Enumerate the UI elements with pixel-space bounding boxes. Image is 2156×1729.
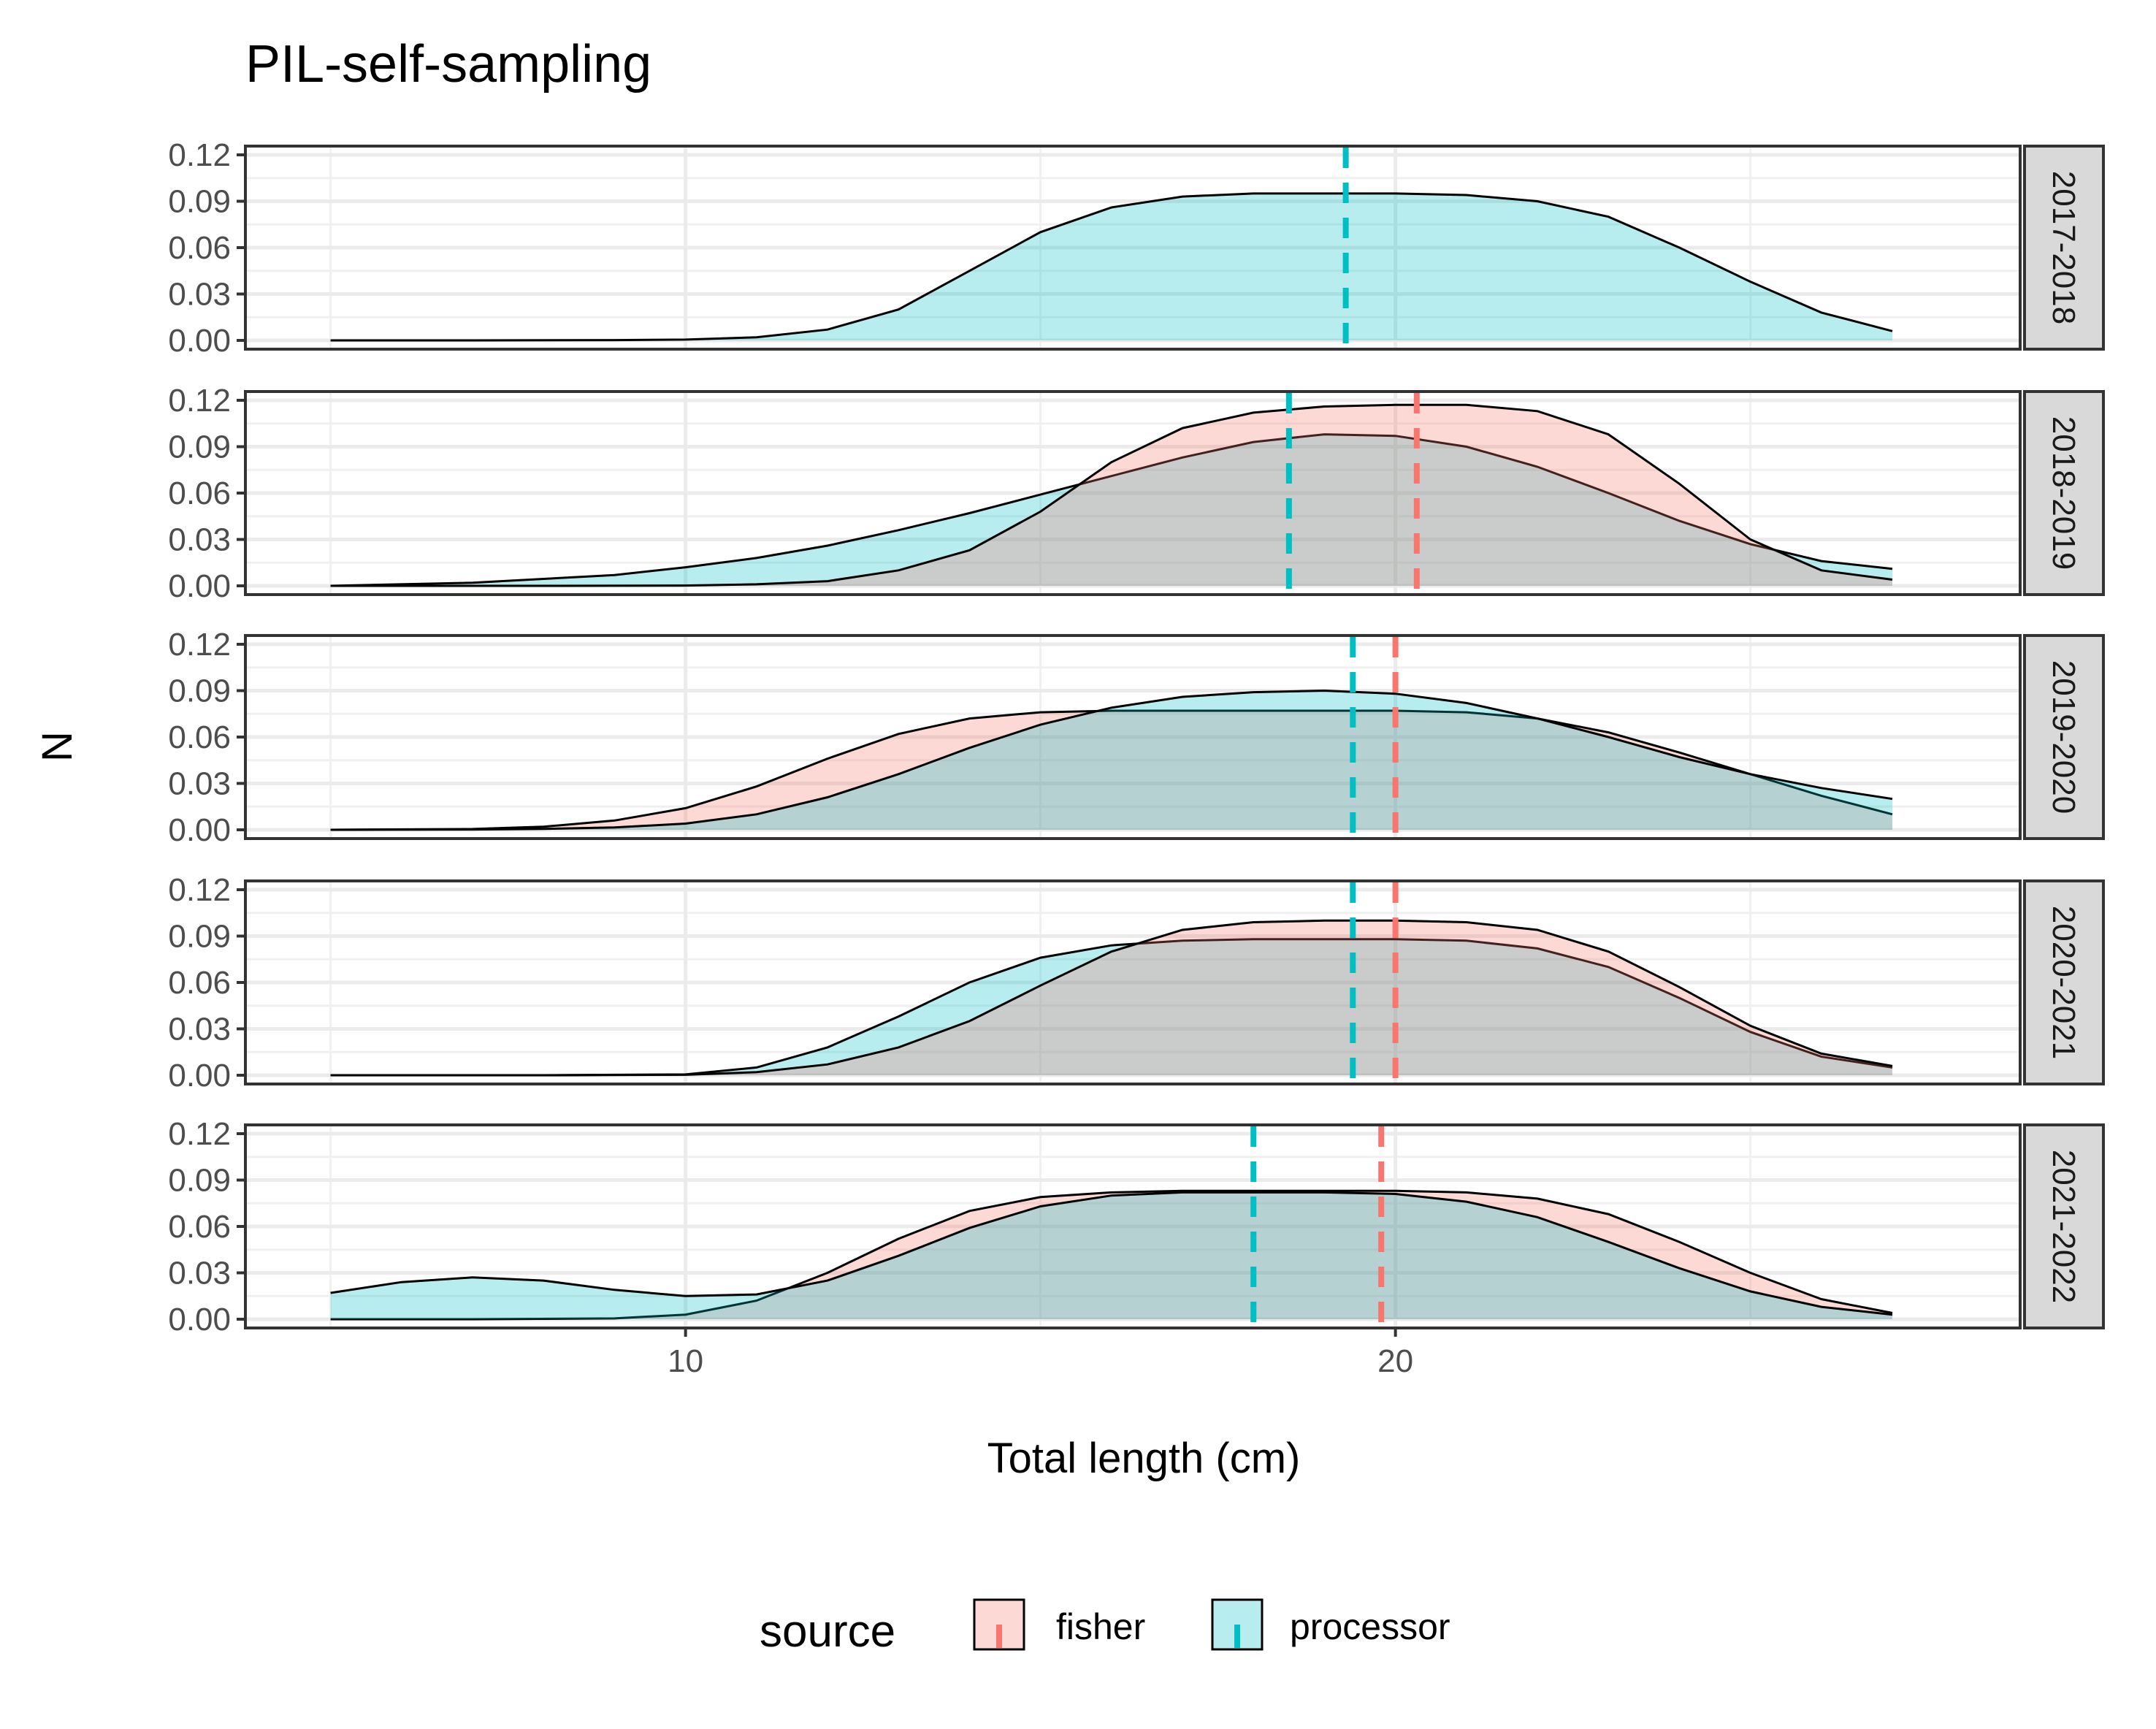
y-tick-label: 0.06 [168, 720, 231, 755]
legend-entry-fisher: fisher [973, 1598, 1145, 1651]
panel-2021-2022: 0.00 0.03 0.06 0.09 0.12 2021-2022 [168, 1116, 2105, 1337]
y-tick-label: 0.03 [168, 1012, 231, 1047]
chart-title: PIL-self-sampling [245, 35, 651, 93]
y-tick-label: 0.00 [168, 323, 231, 359]
density-line-processor [330, 938, 1893, 1077]
density-area-processor [330, 434, 1893, 586]
panels-layer: 0.000.030.060.090.122017-20180.000.030.0… [168, 137, 2105, 1337]
facet-strip [2023, 390, 2105, 596]
facet-strip [2023, 879, 2105, 1085]
y-tick-label: 0.00 [168, 812, 231, 848]
y-tick-label: 0.03 [168, 277, 231, 313]
y-tick-label: 0.09 [168, 673, 231, 709]
facet-strip [2023, 145, 2105, 351]
panel-2019-2020: 0.00 0.03 0.06 0.09 0.12 2019-2020 [168, 627, 2105, 848]
density-area-fisher [330, 405, 1893, 586]
y-tick-label: 0.03 [168, 1256, 231, 1291]
y-tick-label: 0.06 [168, 1209, 231, 1245]
y-axis-title: N [34, 731, 81, 762]
panel-2020-2021: 0.00 0.03 0.06 0.09 0.12 2020-2021 [168, 872, 2105, 1093]
y-tick-label: 0.09 [168, 1163, 231, 1199]
density-area-fisher [330, 920, 1893, 1075]
density-area-fisher [330, 711, 1893, 830]
panel-2017-2018: 0.00 0.03 0.06 0.09 0.12 2017-2018 [168, 137, 2105, 359]
y-tick-label: 0.09 [168, 919, 231, 955]
y-tick-label: 0.06 [168, 230, 231, 266]
legend-entry-processor: processor [1211, 1598, 1450, 1651]
y-tick-label: 0.03 [168, 522, 231, 558]
density-line-processor [330, 1191, 1893, 1316]
legend: source fisher processor [760, 1598, 1450, 1657]
density-area-processor [330, 690, 1893, 830]
x-tick-label: 10 [668, 1343, 703, 1379]
facet-label: 2017-2018 [2046, 171, 2082, 324]
density-line-processor [330, 192, 1893, 342]
density-line-processor [330, 689, 1893, 831]
density-line-fisher [330, 709, 1893, 831]
facet-label: 2021-2022 [2046, 1150, 2082, 1303]
density-line-fisher [330, 1189, 1893, 1321]
y-tick-label: 0.12 [168, 1116, 231, 1152]
density-area-fisher [330, 1191, 1893, 1319]
y-tick-label: 0.12 [168, 137, 231, 173]
y-tick-label: 0.12 [168, 383, 231, 419]
y-tick-label: 0.06 [168, 965, 231, 1001]
facet-label: 2019-2020 [2046, 660, 2082, 814]
y-tick-label: 0.00 [168, 1302, 231, 1337]
legend-entries: fisher processor [973, 1598, 1450, 1651]
density-area-processor [330, 193, 1893, 340]
facet-strip [2023, 1123, 2105, 1329]
y-tick-label: 0.00 [168, 1058, 231, 1093]
facet-label: 2018-2019 [2046, 416, 2082, 570]
legend-label: fisher [1056, 1606, 1145, 1647]
y-tick-label: 0.06 [168, 476, 231, 511]
facet-strip [2023, 634, 2105, 840]
panel-2018-2019: 0.00 0.03 0.06 0.09 0.12 2018-2019 [168, 383, 2105, 604]
legend-title: source [760, 1606, 895, 1657]
density-line-processor [330, 433, 1893, 587]
density-area-processor [330, 1192, 1893, 1319]
y-tick-label: 0.09 [168, 184, 231, 220]
y-tick-label: 0.00 [168, 568, 231, 604]
density-area-processor [330, 939, 1893, 1075]
x-tick-label: 20 [1377, 1343, 1413, 1379]
y-tick-label: 0.12 [168, 872, 231, 908]
y-tick-label: 0.12 [168, 627, 231, 663]
y-tick-label: 0.03 [168, 766, 231, 802]
facet-label: 2020-2021 [2046, 906, 2082, 1059]
legend-label: processor [1290, 1606, 1450, 1647]
x-axis-title: Total length (cm) [987, 1435, 1301, 1482]
x-axis-ticks: 10 20 [668, 1328, 1413, 1379]
density-line-fisher [330, 919, 1893, 1077]
density-line-fisher [330, 403, 1893, 587]
y-tick-label: 0.09 [168, 430, 231, 465]
